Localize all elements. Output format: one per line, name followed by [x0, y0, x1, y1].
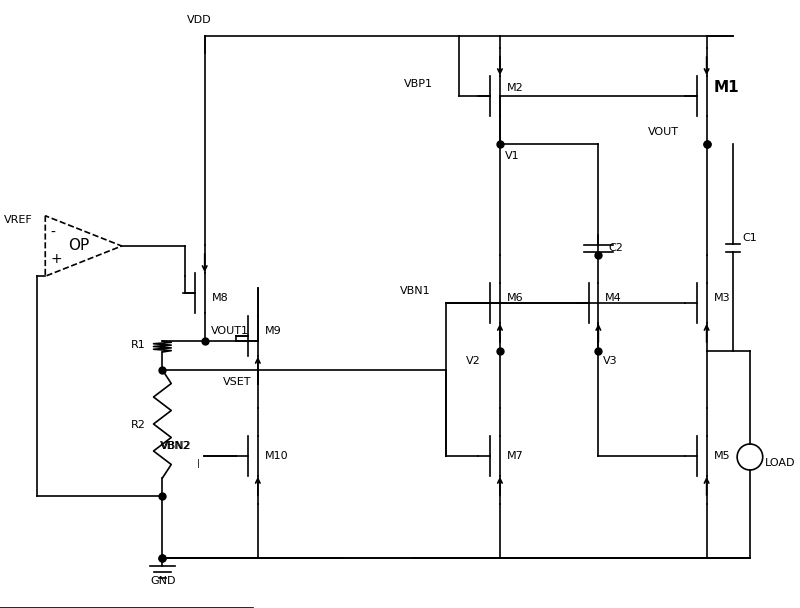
Text: VOUT1: VOUT1 [210, 326, 249, 336]
Text: VSET: VSET [223, 377, 252, 387]
Text: -: - [50, 226, 55, 240]
Text: M2: M2 [507, 83, 523, 93]
Text: M1: M1 [714, 80, 739, 95]
Text: VBN2: VBN2 [162, 441, 192, 451]
Text: VOUT: VOUT [647, 127, 678, 137]
Text: M3: M3 [714, 293, 730, 303]
Text: VBN1: VBN1 [399, 286, 430, 296]
Text: V3: V3 [603, 356, 618, 366]
Text: VREF: VREF [4, 215, 33, 225]
Text: V1: V1 [505, 151, 519, 161]
Text: M8: M8 [211, 293, 228, 303]
Text: LOAD: LOAD [765, 458, 795, 468]
Text: M4: M4 [606, 293, 622, 303]
Text: M9: M9 [265, 326, 282, 336]
Text: V2: V2 [466, 356, 480, 366]
Text: R1: R1 [131, 340, 146, 350]
Text: C1: C1 [742, 232, 757, 243]
Text: M7: M7 [507, 451, 523, 461]
Text: VBN2: VBN2 [159, 441, 190, 451]
Text: +: + [50, 252, 62, 266]
Text: C2: C2 [608, 243, 623, 253]
Text: OP: OP [68, 238, 90, 254]
Text: M5: M5 [714, 451, 730, 461]
Text: GND: GND [150, 576, 176, 586]
Text: VBP1: VBP1 [403, 79, 433, 89]
Text: M10: M10 [265, 451, 288, 461]
Text: M6: M6 [507, 293, 523, 303]
Text: |: | [197, 460, 200, 469]
Text: VDD: VDD [187, 15, 212, 25]
Text: R2: R2 [131, 420, 146, 430]
